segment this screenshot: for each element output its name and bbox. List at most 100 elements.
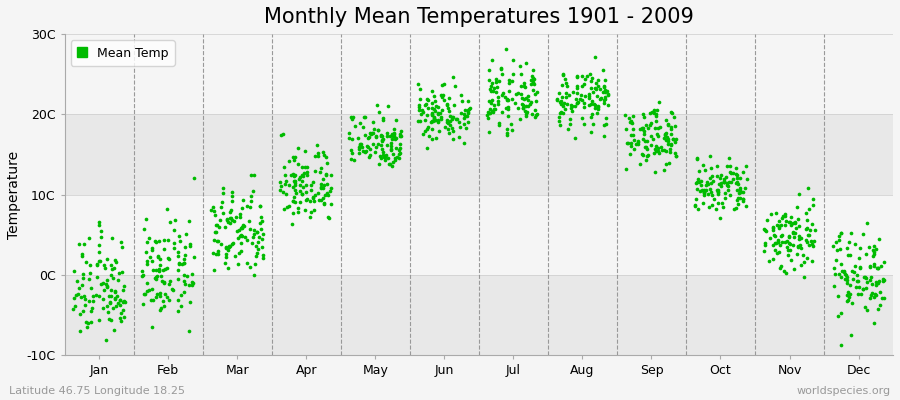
Point (461, 98, 475, 104)
Point (643, 122, 657, 128)
Point (870, 265, 885, 271)
Point (582, 70, 597, 77)
Point (105, 266, 120, 272)
Point (427, 115, 441, 121)
Point (644, 142, 659, 148)
Point (519, 111, 534, 117)
Point (562, 120, 577, 127)
Point (716, 204, 730, 210)
Point (652, 124, 667, 130)
Point (598, 76, 612, 83)
Point (314, 185, 328, 192)
Point (800, 217, 814, 223)
Point (274, 131, 288, 138)
Point (705, 173, 719, 179)
Point (182, 218, 196, 224)
Point (591, 76, 606, 83)
Point (342, 130, 356, 136)
Point (152, 293, 166, 299)
Point (291, 161, 305, 167)
Point (151, 266, 166, 273)
Point (639, 157, 653, 163)
Point (832, 271, 846, 277)
Point (698, 192, 712, 198)
Point (382, 161, 397, 168)
Point (294, 190, 309, 197)
Point (794, 262, 808, 268)
Y-axis label: Temperature: Temperature (7, 150, 21, 239)
Point (385, 133, 400, 140)
Point (107, 265, 122, 271)
Point (161, 237, 176, 243)
Point (136, 301, 150, 307)
Point (735, 189, 750, 195)
Point (501, 113, 516, 120)
Point (75, 253, 89, 259)
Point (97, 287, 112, 294)
Point (618, 112, 633, 118)
Point (778, 213, 793, 219)
Point (361, 135, 375, 142)
Point (222, 215, 237, 221)
Point (436, 92, 450, 98)
Point (226, 240, 240, 246)
Point (177, 252, 192, 258)
Point (807, 238, 822, 244)
Point (431, 104, 446, 110)
Point (828, 270, 842, 277)
Point (664, 142, 679, 148)
Point (462, 110, 476, 116)
Point (626, 126, 641, 132)
Point (802, 232, 816, 238)
Point (416, 131, 430, 138)
Point (446, 114, 460, 120)
Point (277, 206, 292, 212)
Point (659, 136, 673, 143)
Point (731, 201, 745, 207)
Point (698, 186, 713, 193)
Point (388, 157, 402, 164)
Point (859, 275, 873, 282)
Point (82, 298, 96, 304)
Point (352, 144, 366, 151)
Point (639, 144, 653, 150)
Point (425, 136, 439, 142)
Point (494, 64, 508, 71)
Point (698, 167, 712, 174)
Point (295, 172, 310, 178)
Point (135, 273, 149, 279)
Point (317, 182, 331, 188)
Point (439, 119, 454, 125)
Point (662, 148, 677, 155)
Point (558, 76, 572, 82)
Point (206, 250, 220, 256)
Point (524, 81, 538, 87)
Point (624, 140, 638, 146)
Point (220, 217, 235, 223)
Point (288, 178, 302, 184)
Point (445, 125, 459, 132)
Point (776, 212, 790, 219)
Point (586, 121, 600, 128)
Point (665, 110, 680, 116)
Point (456, 110, 471, 117)
Point (140, 261, 154, 268)
Point (660, 134, 674, 140)
Point (156, 267, 170, 273)
Point (97, 262, 112, 268)
Point (500, 130, 514, 136)
Point (729, 196, 743, 203)
Point (596, 67, 610, 74)
Point (71, 291, 86, 298)
Point (518, 108, 532, 114)
Point (113, 318, 128, 324)
Point (273, 187, 287, 193)
Point (669, 136, 683, 142)
Point (148, 275, 163, 282)
Point (230, 260, 245, 267)
Bar (65, 34, 893, 114)
Point (230, 234, 245, 241)
Point (379, 152, 393, 158)
Point (92, 292, 106, 299)
Point (174, 303, 188, 310)
